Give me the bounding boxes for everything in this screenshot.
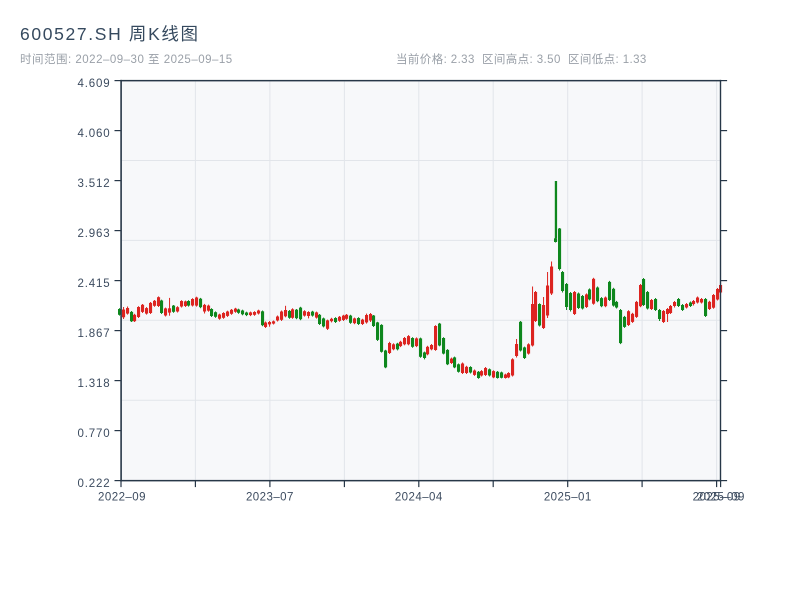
svg-text:0.222: 0.222 [77, 478, 110, 490]
svg-text:1.318: 1.318 [77, 378, 110, 390]
svg-text:2025–09: 2025–09 [697, 492, 745, 504]
svg-text:1.867: 1.867 [77, 328, 110, 340]
svg-text:2023–07: 2023–07 [246, 492, 294, 504]
svg-text:4.060: 4.060 [77, 128, 110, 140]
svg-text:2025–09: 2025–09 [693, 492, 741, 504]
svg-text:3.512: 3.512 [77, 178, 110, 190]
svg-text:2024–04: 2024–04 [395, 492, 443, 504]
svg-text:4.609: 4.609 [77, 78, 110, 90]
svg-text:2022–09: 2022–09 [98, 492, 146, 504]
svg-text:600527.SH 周K线图: 600527.SH 周K线图 [20, 24, 200, 44]
svg-text:当前价格: 2.33 区间高点: 3.50 区间低点:: 当前价格: 2.33 区间高点: 3.50 区间低点: 1.33 [396, 52, 647, 66]
svg-text:2.415: 2.415 [77, 278, 110, 290]
svg-text:0.770: 0.770 [77, 428, 110, 440]
svg-text:2.963: 2.963 [77, 228, 110, 240]
svg-text:时间范围: 2022–09–30 至 2025–09–15: 时间范围: 2022–09–30 至 2025–09–15 [20, 52, 233, 66]
svg-text:2025–01: 2025–01 [544, 492, 592, 504]
